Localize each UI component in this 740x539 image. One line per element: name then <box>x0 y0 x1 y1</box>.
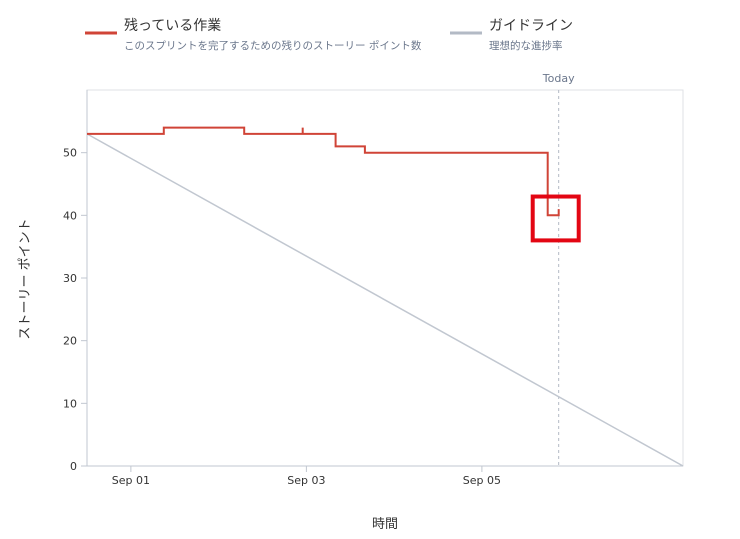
legend-item-guideline[interactable]: ガイドライン 理想的な進捗率 <box>450 18 573 52</box>
legend: 残っている作業 このスプリントを完了するための残りのストーリー ポイント数 ガイ… <box>85 18 573 52</box>
legend-title-remaining-work: 残っている作業 <box>124 18 221 34</box>
highlight-box <box>530 194 581 243</box>
x-tick-label: Sep 05 <box>463 474 501 487</box>
legend-subtitle-guideline: 理想的な進捗率 <box>489 39 563 52</box>
x-tick-label: Sep 03 <box>287 474 325 487</box>
guideline-line <box>86 133 684 467</box>
y-axis-title: ストーリー ポイント <box>18 218 33 339</box>
y-tick-label: 20 <box>63 335 77 348</box>
today-label: Today <box>542 72 575 85</box>
legend-item-remaining-work[interactable]: 残っている作業 このスプリントを完了するための残りのストーリー ポイント数 <box>85 18 422 52</box>
remaining-work-line <box>87 126 560 217</box>
x-tick-label: Sep 01 <box>112 474 150 487</box>
y-tick-label: 10 <box>63 397 77 410</box>
y-axis-ticks: 0 10 20 30 40 50 <box>63 147 87 473</box>
y-tick-label: 30 <box>63 272 77 285</box>
series-layer <box>86 126 684 467</box>
x-axis-title: 時間 <box>372 517 398 532</box>
y-tick-label: 0 <box>70 460 77 473</box>
legend-title-guideline: ガイドライン <box>489 18 573 34</box>
y-tick-label: 40 <box>63 209 77 222</box>
legend-subtitle-remaining-work: このスプリントを完了するための残りのストーリー ポイント数 <box>124 39 422 52</box>
plot-area <box>86 89 684 467</box>
y-tick-label: 50 <box>63 147 77 160</box>
x-axis-ticks: Sep 01 Sep 03 Sep 05 <box>112 466 501 487</box>
